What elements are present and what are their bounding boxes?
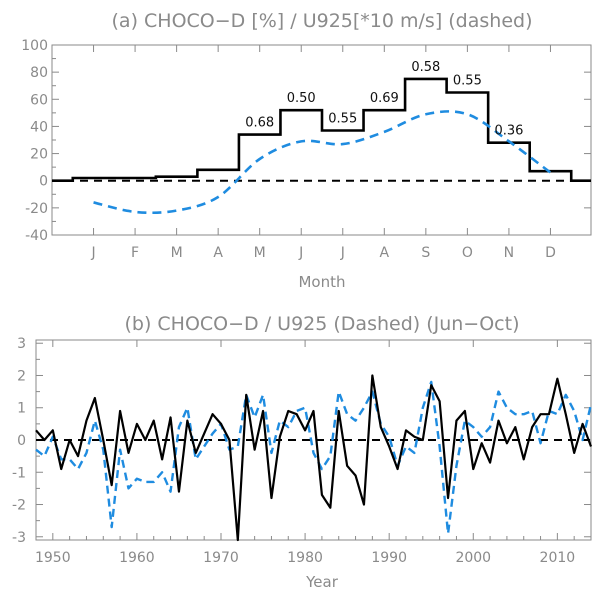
panel-a-data-label: 0.68 (245, 116, 274, 131)
panel-b-dashed-series (35, 380, 592, 535)
panel-b-xtick-label: 2000 (455, 550, 491, 566)
panel-a-dashed-series (93, 110, 552, 215)
panel-b-ytick-label: 0 (17, 433, 26, 449)
panel-b-ytick-label: -3 (12, 530, 26, 546)
panel-a-ytick-label: 20 (30, 147, 48, 163)
panel-a-xtick-label: N (504, 245, 514, 261)
panel-b-xtick-label: 1960 (119, 550, 155, 566)
panel-a-xtick-label: O (462, 245, 473, 261)
panel-b-xtick-label: 1990 (371, 550, 407, 566)
panel-a-ytick-label: -20 (25, 201, 48, 217)
panel-a-data-label: 0.69 (370, 91, 399, 106)
panel-a-title: (a) CHOCO−D [%] / U925[*10 m/s] (dashed) (112, 10, 533, 32)
panel-b-xtick-label: 2010 (540, 550, 576, 566)
panel-a-xtick-label: M (171, 245, 183, 261)
panel-a: (a) CHOCO−D [%] / U925[*10 m/s] (dashed)… (21, 10, 592, 291)
panel-b-ytick-label: 2 (17, 368, 26, 384)
panel-b: (b) CHOCO−D / U925 (Dashed) (Jun−Oct) Ye… (12, 313, 592, 590)
panel-b-solid-series (35, 374, 592, 542)
panel-b-ytick-label: 1 (17, 401, 26, 417)
panel-a-frame (51, 44, 592, 236)
panel-a-ytick-label: 0 (39, 174, 48, 190)
panel-a-xtick-label: A (380, 245, 390, 261)
panel-a-data-label: 0.50 (287, 91, 316, 106)
panel-b-title: (b) CHOCO−D / U925 (Dashed) (Jun−Oct) (124, 313, 519, 335)
panel-a-ytick-label: 60 (30, 92, 48, 108)
panel-a-data-label: 0.55 (453, 74, 482, 89)
panel-a-xtick-label: J (90, 245, 95, 261)
panel-a-ytick-label: -40 (25, 228, 48, 244)
panel-b-xtick-label: 1950 (35, 550, 71, 566)
panel-b-ytick-label: -2 (12, 498, 26, 514)
panel-a-step-series (52, 77, 591, 183)
panel-b-xtick-label: 1980 (287, 550, 323, 566)
panel-b-xtick-label: 1970 (203, 550, 239, 566)
panel-a-xtick-label: F (131, 245, 139, 261)
panel-a-xtick-label: J (340, 245, 345, 261)
panel-a-data-label: 0.36 (494, 124, 523, 139)
panel-a-xtick-label: M (254, 245, 266, 261)
panel-b-ytick-label: -1 (12, 465, 26, 481)
panel-b-ytick-label: 3 (17, 336, 26, 352)
panel-a-data-label: 0.58 (411, 60, 440, 75)
panel-a-xtick-label: J (298, 245, 303, 261)
panel-a-ytick-label: 40 (30, 119, 48, 135)
panel-a-xtick-label: S (421, 245, 430, 261)
panel-a-xlabel: Month (298, 273, 345, 291)
panel-a-data-label: 0.55 (328, 112, 357, 127)
panel-a-ytick-label: 80 (30, 65, 48, 81)
panel-a-xtick-label: A (213, 245, 223, 261)
panel-a-xtick-label: D (545, 245, 556, 261)
panel-b-xlabel: Year (305, 573, 339, 590)
panel-a-ytick-label: 100 (21, 38, 48, 54)
